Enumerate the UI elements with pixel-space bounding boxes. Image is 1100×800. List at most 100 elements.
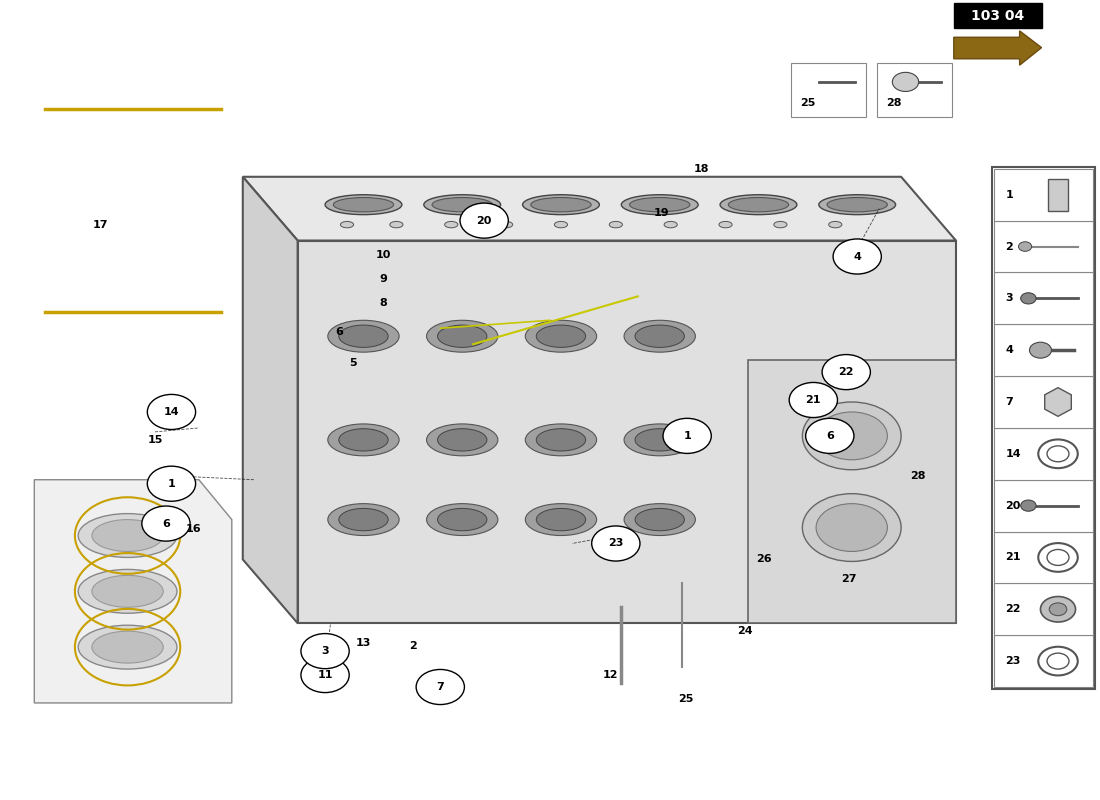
Text: 14: 14: [1005, 449, 1021, 459]
FancyBboxPatch shape: [994, 169, 1093, 221]
Text: 4: 4: [854, 251, 861, 262]
Ellipse shape: [802, 494, 901, 562]
FancyBboxPatch shape: [994, 221, 1093, 273]
Text: 20: 20: [1005, 501, 1021, 510]
Ellipse shape: [531, 198, 591, 212]
Ellipse shape: [624, 424, 695, 456]
Text: 2: 2: [1005, 242, 1013, 251]
Circle shape: [663, 418, 712, 454]
Circle shape: [142, 506, 190, 541]
Text: 17: 17: [92, 220, 108, 230]
Ellipse shape: [326, 194, 402, 214]
Text: 4: 4: [1005, 345, 1013, 355]
Ellipse shape: [339, 429, 388, 451]
Polygon shape: [34, 480, 232, 703]
Ellipse shape: [92, 519, 163, 551]
Ellipse shape: [537, 325, 585, 347]
Text: 24: 24: [737, 626, 754, 636]
Text: 6: 6: [826, 431, 834, 441]
FancyBboxPatch shape: [994, 324, 1093, 376]
Ellipse shape: [438, 325, 487, 347]
Ellipse shape: [427, 424, 498, 456]
Polygon shape: [1045, 388, 1071, 416]
Circle shape: [822, 354, 870, 390]
Text: 21: 21: [1005, 553, 1021, 562]
Text: 7: 7: [1005, 397, 1013, 407]
Text: 2: 2: [409, 641, 417, 650]
Ellipse shape: [720, 194, 796, 214]
Text: 13: 13: [355, 638, 371, 648]
Text: 23: 23: [1005, 656, 1021, 666]
Circle shape: [1021, 293, 1036, 304]
Circle shape: [1030, 342, 1052, 358]
Ellipse shape: [537, 429, 585, 451]
Polygon shape: [298, 241, 956, 623]
Text: 18: 18: [694, 164, 710, 174]
Ellipse shape: [328, 424, 399, 456]
Ellipse shape: [78, 626, 177, 669]
FancyBboxPatch shape: [994, 480, 1093, 531]
FancyBboxPatch shape: [1048, 178, 1068, 210]
FancyBboxPatch shape: [791, 62, 866, 117]
Ellipse shape: [526, 424, 596, 456]
Ellipse shape: [438, 429, 487, 451]
Text: 22: 22: [838, 367, 854, 377]
FancyBboxPatch shape: [994, 635, 1093, 687]
Ellipse shape: [802, 402, 901, 470]
Ellipse shape: [427, 504, 498, 535]
Circle shape: [1047, 446, 1069, 462]
Ellipse shape: [522, 194, 600, 214]
FancyBboxPatch shape: [994, 531, 1093, 583]
Circle shape: [460, 203, 508, 238]
Ellipse shape: [328, 320, 399, 352]
Ellipse shape: [427, 320, 498, 352]
Text: 27: 27: [840, 574, 856, 584]
Circle shape: [592, 526, 640, 561]
Text: 15: 15: [147, 435, 163, 445]
Ellipse shape: [629, 198, 690, 212]
Circle shape: [833, 239, 881, 274]
Text: 9: 9: [379, 274, 387, 284]
FancyBboxPatch shape: [994, 428, 1093, 480]
Ellipse shape: [92, 575, 163, 607]
Text: 19: 19: [654, 208, 670, 218]
Ellipse shape: [339, 325, 388, 347]
Ellipse shape: [719, 222, 733, 228]
Circle shape: [1047, 653, 1069, 669]
Ellipse shape: [537, 509, 585, 530]
Polygon shape: [243, 177, 956, 241]
Text: 6: 6: [162, 518, 169, 529]
Ellipse shape: [635, 325, 684, 347]
Ellipse shape: [438, 509, 487, 530]
Ellipse shape: [773, 222, 786, 228]
Polygon shape: [748, 360, 956, 623]
Ellipse shape: [554, 222, 568, 228]
Ellipse shape: [424, 194, 500, 214]
Ellipse shape: [444, 222, 458, 228]
FancyBboxPatch shape: [877, 62, 952, 117]
Ellipse shape: [432, 198, 493, 212]
FancyBboxPatch shape: [994, 273, 1093, 324]
Ellipse shape: [92, 631, 163, 663]
Text: eurospares: eurospares: [266, 366, 724, 434]
Ellipse shape: [827, 198, 888, 212]
Ellipse shape: [818, 194, 895, 214]
Text: 6: 6: [336, 327, 343, 338]
Ellipse shape: [624, 320, 695, 352]
Circle shape: [301, 634, 349, 669]
Ellipse shape: [340, 222, 353, 228]
Text: 25: 25: [679, 694, 694, 704]
Circle shape: [1041, 597, 1076, 622]
Ellipse shape: [635, 429, 684, 451]
Polygon shape: [954, 31, 1042, 65]
Ellipse shape: [635, 509, 684, 530]
Ellipse shape: [526, 320, 596, 352]
FancyBboxPatch shape: [994, 583, 1093, 635]
Ellipse shape: [624, 504, 695, 535]
Ellipse shape: [328, 504, 399, 535]
Circle shape: [416, 670, 464, 705]
Text: 3: 3: [1005, 294, 1013, 303]
Text: 21: 21: [805, 395, 821, 405]
Ellipse shape: [339, 509, 388, 530]
Text: 25: 25: [800, 98, 815, 108]
